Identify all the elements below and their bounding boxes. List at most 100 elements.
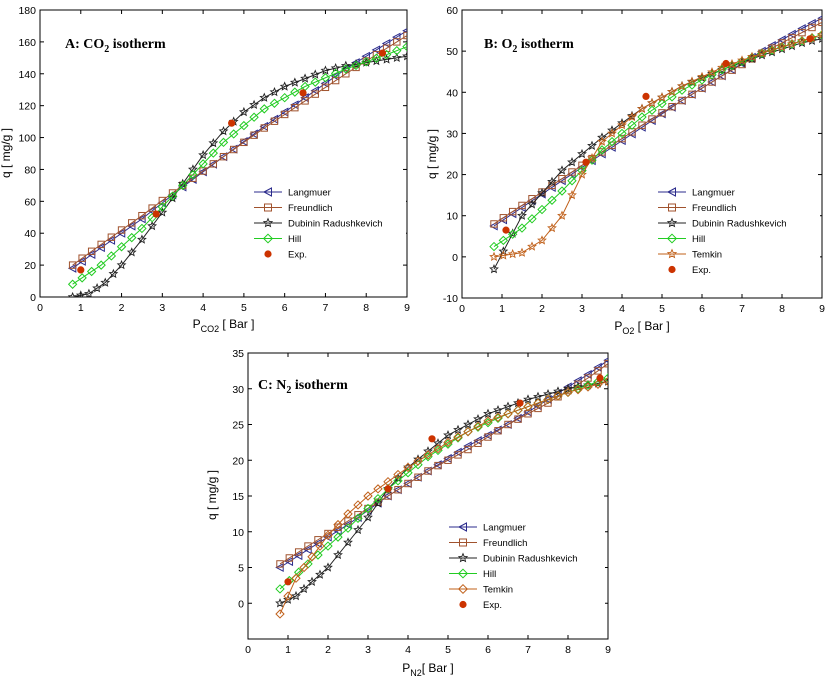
legend-label: Freundlich xyxy=(483,538,527,549)
data-point-dubinin xyxy=(527,199,537,209)
data-point-temkin xyxy=(587,152,597,163)
legend-item-temkin: Temkin xyxy=(658,248,722,261)
legend-item-langmuer: Langmuer xyxy=(449,522,526,534)
data-point-hill xyxy=(198,159,208,169)
x-tick-label: 9 xyxy=(605,644,611,656)
data-point-hill xyxy=(483,418,493,428)
data-point-temkin xyxy=(777,41,787,52)
series-line-temkin xyxy=(493,34,822,258)
data-point-dubinin xyxy=(300,73,310,83)
data-point-dubinin xyxy=(557,165,567,175)
data-point-hill xyxy=(647,105,657,115)
data-point-dubinin xyxy=(343,537,353,547)
data-point-temkin xyxy=(498,250,509,260)
y-tick-label: 0 xyxy=(452,252,458,264)
data-point-hill xyxy=(547,195,557,205)
data-point-freundlich xyxy=(294,548,303,556)
data-point-hill xyxy=(290,87,300,97)
chart-title: C: N2 isotherm xyxy=(258,378,348,396)
data-point-hill xyxy=(353,513,363,524)
data-point-freundlich xyxy=(97,240,105,249)
data-point-freundlich xyxy=(534,404,542,413)
data-point-temkin xyxy=(433,443,443,454)
legend-marker xyxy=(666,248,678,259)
data-point-hill xyxy=(178,180,188,191)
legend-marker xyxy=(666,187,676,197)
data-point-freundlich xyxy=(434,461,442,470)
data-point-hill xyxy=(443,439,453,449)
data-point-freundlich xyxy=(698,84,706,92)
data-point-freundlich xyxy=(78,254,86,262)
data-point-dubinin xyxy=(463,419,473,429)
data-point-exp xyxy=(642,92,650,100)
data-point-dubinin xyxy=(249,99,260,110)
data-point-temkin xyxy=(315,541,325,551)
legend-marker xyxy=(457,522,467,532)
data-point-dubinin xyxy=(503,401,513,411)
data-point-freundlich xyxy=(638,121,646,129)
data-point-dubinin xyxy=(208,137,219,148)
data-point-freundlich xyxy=(393,38,401,46)
data-point-hill xyxy=(433,445,443,456)
data-point-temkin xyxy=(275,609,285,619)
data-point-hill xyxy=(333,532,343,542)
data-point-temkin xyxy=(537,235,547,245)
x-tick-label: 3 xyxy=(159,302,165,314)
data-point-temkin xyxy=(363,491,373,501)
data-point-exp xyxy=(502,226,510,234)
data-point-dubinin xyxy=(323,562,333,572)
data-point-temkin xyxy=(707,67,717,77)
y-tick-label: 50 xyxy=(446,46,458,58)
data-point-freundlich xyxy=(454,451,462,459)
data-point-dubinin xyxy=(517,210,527,220)
data-point-dubinin xyxy=(707,68,717,78)
legend-marker xyxy=(666,233,678,244)
legend-label: Freundlich xyxy=(692,203,736,214)
data-point-freundlich xyxy=(128,219,136,227)
y-tick-label: 140 xyxy=(18,69,36,81)
data-point-freundlich xyxy=(209,160,218,168)
data-point-hill xyxy=(453,433,463,443)
chart-panel-c: 0 1 2 3 4 5 6 7 8 9 0 5 10 15 20 25 30 35 q [ mg/g ] PN2[ B… xyxy=(205,348,611,678)
y-tick-label: 10 xyxy=(232,527,244,539)
x-tick-label: 4 xyxy=(200,302,206,314)
data-point-hill xyxy=(249,112,259,122)
y-tick-label: 0 xyxy=(30,292,36,304)
series-line-hill xyxy=(72,46,407,285)
data-point-dubinin xyxy=(84,288,94,297)
data-point-langmuer xyxy=(817,15,822,21)
legend-label: Exp. xyxy=(692,265,711,276)
data-point-dubinin xyxy=(307,576,317,586)
data-point-temkin xyxy=(453,432,463,442)
data-point-exp xyxy=(596,374,604,382)
y-tick-label: 0 xyxy=(238,598,244,610)
data-point-temkin xyxy=(527,241,537,251)
data-point-dubinin xyxy=(157,207,168,217)
data-point-freundlich xyxy=(494,427,502,435)
data-point-dubinin xyxy=(289,77,300,87)
data-point-temkin xyxy=(513,405,523,415)
y-tick-label: 160 xyxy=(18,37,36,49)
series-hill xyxy=(67,41,407,289)
legend-item-freundlich: Freundlich xyxy=(254,203,332,214)
data-point-dubinin xyxy=(363,512,373,522)
series-exp xyxy=(502,35,814,234)
data-point-temkin xyxy=(323,530,333,541)
data-point-dubinin xyxy=(269,86,280,97)
data-point-dubinin xyxy=(587,140,597,150)
legend-item-hill: Hill xyxy=(658,233,705,245)
data-point-hill xyxy=(627,120,637,130)
legend-marker xyxy=(457,568,469,579)
data-point-hill xyxy=(373,493,383,504)
x-axis-label: PO2 [ Bar ] xyxy=(614,319,669,336)
data-point-hill xyxy=(167,191,178,201)
chart-title: A: CO2 isotherm xyxy=(65,37,166,55)
data-point-hill xyxy=(279,92,290,103)
data-point-freundlich xyxy=(179,181,187,190)
data-point-dubinin xyxy=(353,524,363,535)
x-tick-label: 4 xyxy=(619,303,625,315)
data-point-freundlich xyxy=(285,554,294,562)
data-point-dubinin xyxy=(147,220,158,231)
data-point-freundlich xyxy=(291,103,299,112)
